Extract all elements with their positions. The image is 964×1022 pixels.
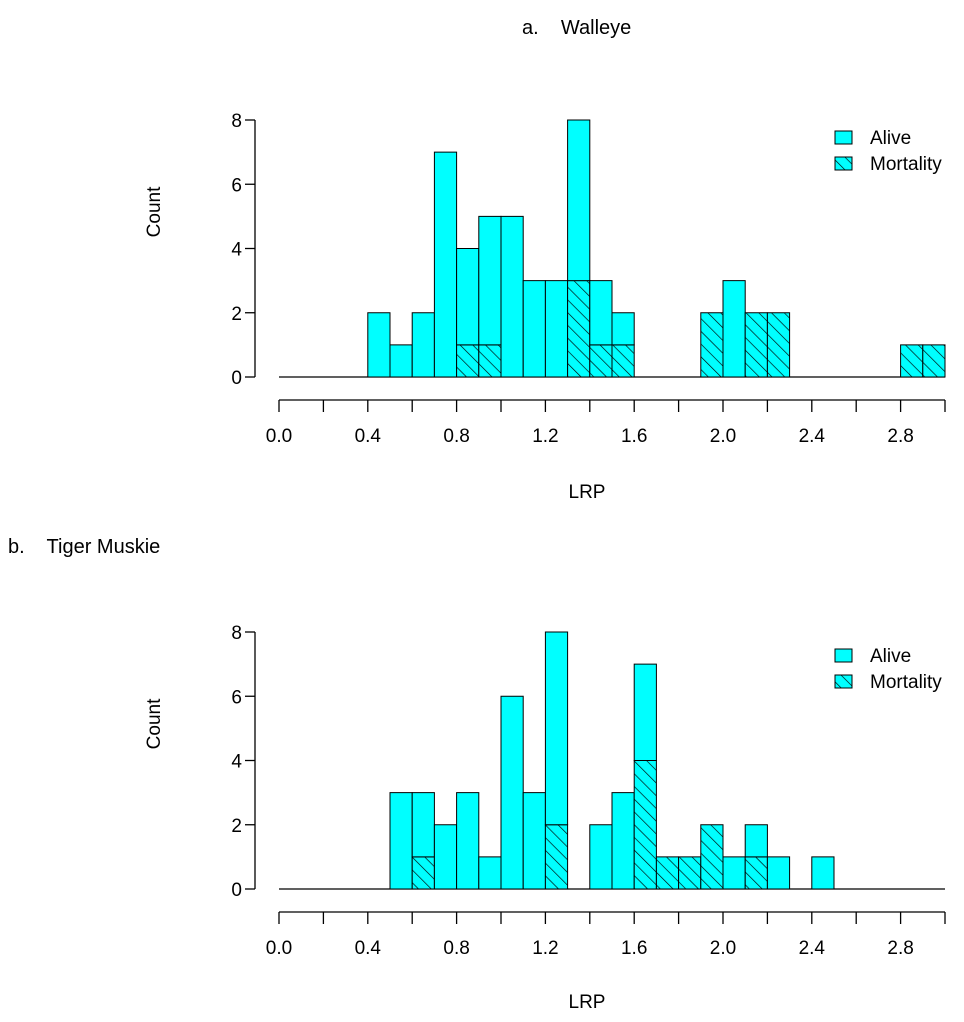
y-tick-label: 0 — [231, 368, 242, 389]
bar-mortality — [744, 312, 768, 378]
y-tick-label: 6 — [231, 175, 242, 196]
legend-label-alive: Alive — [870, 128, 911, 149]
bar-mortality — [766, 312, 791, 378]
bar-mortality — [567, 280, 591, 378]
legend-swatch-alive — [834, 130, 853, 145]
bar-alive — [522, 280, 546, 378]
y-tick-label: 6 — [231, 687, 242, 708]
x-tick-label: 2.0 — [710, 938, 736, 959]
y-tick-label: 2 — [231, 816, 242, 837]
bar-mortality — [922, 344, 946, 378]
panel-b-x-axis-label: LRP — [569, 992, 606, 1013]
y-tick-label: 4 — [231, 752, 242, 773]
panel-a-histogram: 0 2 4 6 8 0.0 0.4 0.8 1.2 1.6 2.0 2.4 2.8 Alive Mortal… — [231, 111, 946, 447]
bar-alive — [744, 824, 768, 858]
panel-a-title: a. Walleye — [522, 17, 631, 39]
panel-b-histogram: 0 2 4 6 8 0.0 0.4 0.8 1.2 1.6 2.0 2.4 2.8 Alive Mortal… — [231, 623, 946, 959]
bar-alive — [367, 312, 391, 378]
legend-label-alive: Alive — [870, 646, 911, 667]
x-tick-label: 1.2 — [532, 938, 558, 959]
bar-mortality — [589, 344, 613, 378]
bar-alive — [433, 151, 458, 378]
bar-alive — [389, 792, 413, 890]
bar-mortality — [544, 824, 569, 890]
x-tick-label: 2.8 — [887, 938, 913, 959]
y-tick-label: 8 — [231, 111, 242, 132]
panel-b-y-axis-label: Count — [144, 698, 165, 749]
bar-mortality — [744, 856, 768, 890]
bar-alive — [456, 792, 480, 890]
bar-mortality — [611, 344, 635, 378]
x-tick-label: 1.6 — [621, 938, 647, 959]
bar-alive — [722, 280, 746, 378]
bar-alive — [433, 824, 458, 890]
bar-alive — [411, 792, 435, 858]
bar-alive — [611, 792, 635, 890]
bar-alive — [500, 215, 524, 378]
bar-alive — [611, 312, 635, 346]
panel-a-y-axis-label: Count — [144, 186, 165, 237]
panel-a-x-axis-label: LRP — [569, 482, 606, 503]
y-tick-label: 4 — [231, 240, 242, 261]
bar-alive — [389, 344, 413, 378]
bar-alive — [478, 215, 502, 346]
bar-mortality — [633, 760, 657, 890]
legend-swatch-mortality — [834, 156, 853, 171]
bar-alive — [722, 856, 746, 890]
x-tick-label: 0.0 — [266, 426, 292, 447]
bar-alive — [500, 695, 524, 890]
bar-alive — [766, 856, 791, 890]
bar-alive — [522, 792, 546, 890]
panel-b-title: b. Tiger Muskie — [8, 536, 160, 558]
bar-alive — [567, 119, 591, 282]
bar-mortality — [900, 344, 924, 378]
bar-mortality — [478, 344, 502, 378]
bar-alive — [456, 248, 480, 346]
x-tick-label: 2.8 — [887, 426, 913, 447]
x-tick-label: 0.4 — [355, 426, 382, 447]
x-tick-label: 1.6 — [621, 426, 647, 447]
bar-alive — [633, 663, 657, 761]
x-tick-label: 0.4 — [355, 938, 382, 959]
x-tick-label: 2.4 — [799, 938, 826, 959]
x-tick-label: 2.0 — [710, 426, 736, 447]
y-tick-label: 8 — [231, 623, 242, 644]
x-tick-label: 0.0 — [266, 938, 292, 959]
legend-label-mortality: Mortality — [870, 672, 942, 693]
legend-swatch-alive — [834, 648, 853, 663]
y-tick-label: 0 — [231, 880, 242, 901]
x-tick-label: 1.2 — [532, 426, 558, 447]
x-tick-label: 0.8 — [443, 426, 469, 447]
bar-mortality — [700, 312, 724, 378]
y-tick-label: 2 — [231, 304, 242, 325]
bar-alive — [544, 280, 569, 378]
bar-mortality — [700, 824, 724, 890]
legend-label-mortality: Mortality — [870, 154, 942, 175]
bar-alive — [811, 856, 835, 890]
bar-alive — [589, 280, 613, 346]
x-tick-label: 0.8 — [443, 938, 469, 959]
bar-mortality — [678, 856, 702, 890]
bar-alive — [411, 312, 435, 378]
bar-alive — [544, 631, 569, 826]
legend-swatch-mortality — [834, 674, 853, 689]
bar-mortality — [655, 856, 680, 890]
bar-mortality — [411, 856, 435, 890]
bar-alive — [478, 856, 502, 890]
bar-mortality — [456, 344, 480, 378]
x-tick-label: 2.4 — [799, 426, 826, 447]
bar-alive — [589, 824, 613, 890]
